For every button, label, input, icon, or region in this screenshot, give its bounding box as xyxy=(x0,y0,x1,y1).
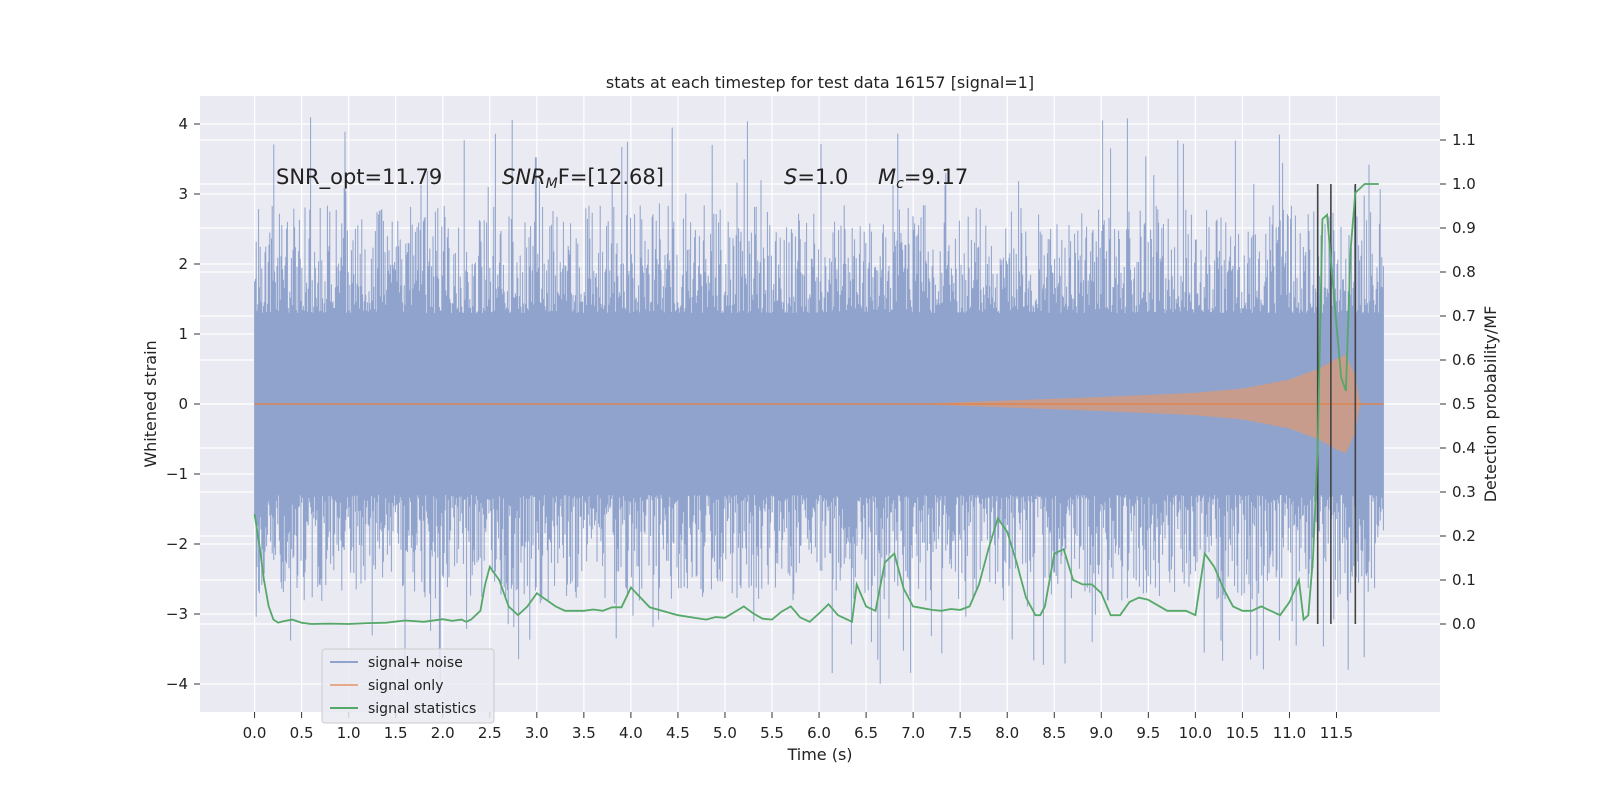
stats-line xyxy=(253,183,1379,625)
y-tick-label-right: 1.1 xyxy=(1452,131,1476,149)
y-tick-label: 0 xyxy=(178,395,188,413)
x-tick-label: 8.5 xyxy=(1042,724,1066,742)
x-tick-label: 4.0 xyxy=(619,724,643,742)
y-tick-label-right: 0.3 xyxy=(1452,483,1476,501)
y-tick-label-right: 0.6 xyxy=(1452,351,1476,369)
y-tick-label-right: 0.5 xyxy=(1452,395,1476,413)
signal-series xyxy=(254,355,1384,453)
y-tick-label-right: 0.4 xyxy=(1452,439,1476,457)
x-tick-label: 11.0 xyxy=(1273,724,1306,742)
x-tick-label: 6.0 xyxy=(807,724,831,742)
annotation-s-symbol: S xyxy=(784,165,797,189)
annotation-s: S=1.0 xyxy=(784,165,848,189)
annotation-snr-opt: SNR_opt=11.79 xyxy=(276,165,442,190)
x-tick-label: 3.5 xyxy=(572,724,596,742)
x-tick-label: 7.0 xyxy=(901,724,925,742)
x-tick-label: 7.5 xyxy=(948,724,972,742)
annotation-mc-subscript: c xyxy=(896,176,904,192)
legend-label-stats: signal statistics xyxy=(368,701,476,717)
x-tick-label: 2.5 xyxy=(478,724,502,742)
y-tick-label: −3 xyxy=(166,605,188,623)
y-tick-label-right: 1.0 xyxy=(1452,175,1476,193)
y-tick-label: 3 xyxy=(178,185,188,203)
x-tick-label: 10.0 xyxy=(1179,724,1212,742)
y-tick-label-right: 0.8 xyxy=(1452,263,1476,281)
y-axis-label: Whitened strain xyxy=(141,340,160,467)
stats-series xyxy=(253,183,1379,625)
x-tick-label: 9.0 xyxy=(1089,724,1113,742)
chart-title: stats at each timestep for test data 161… xyxy=(606,73,1034,92)
axes-layer: 0.0 0.5 1.0 1.5 2.0 2.5 3.0 3.5 4.0 4.5 5.0 5.5 6.0 6… xyxy=(166,115,1476,742)
x-tick-label: 0.5 xyxy=(290,724,314,742)
y-tick-label-right: 0.7 xyxy=(1452,307,1476,325)
annotation-mc-value: =9.17 xyxy=(904,165,968,189)
y-tick-label-right: 0.1 xyxy=(1452,571,1476,589)
x-tick-label: 6.5 xyxy=(854,724,878,742)
x-tick-label: 10.5 xyxy=(1226,724,1259,742)
y-tick-label: 4 xyxy=(178,115,188,133)
y-tick-label: −1 xyxy=(166,465,188,483)
x-tick-label: 8.0 xyxy=(995,724,1019,742)
y-tick-label: 1 xyxy=(178,325,188,343)
annotation-snr-mf-subscript: M xyxy=(546,176,558,192)
annotation-snr-mf-value: F=[12.68] xyxy=(558,165,664,189)
x-tick-label: 11.5 xyxy=(1320,724,1353,742)
annotation-mc: Mc=9.17 xyxy=(878,165,968,192)
y-tick-label: 2 xyxy=(178,255,188,273)
legend: signal+ noise signal only signal statist… xyxy=(321,648,495,724)
x-tick-label: 5.0 xyxy=(713,724,737,742)
annotation-s-value: =1.0 xyxy=(797,165,848,189)
x-tick-label: 1.5 xyxy=(384,724,408,742)
y-tick-label-right: 0.2 xyxy=(1452,527,1476,545)
y-axis-label-right: Detection probability/MF xyxy=(1481,306,1500,503)
y-tick-label-right: 0.9 xyxy=(1452,219,1476,237)
annotation-snr-mf: SNRMF=[12.68] xyxy=(502,165,664,192)
legend-label-noise: signal+ noise xyxy=(368,655,463,671)
x-tick-label: 1.0 xyxy=(337,724,361,742)
x-tick-label: 5.5 xyxy=(760,724,784,742)
legend-label-signal: signal only xyxy=(368,678,443,694)
x-tick-label: 3.0 xyxy=(525,724,549,742)
y-tick-label-right: 0.0 xyxy=(1452,615,1476,633)
y-tick-label: −2 xyxy=(166,535,188,553)
x-tick-label: 2.0 xyxy=(431,724,455,742)
x-tick-label: 0.0 xyxy=(243,724,267,742)
x-axis-label: Time (s) xyxy=(786,745,852,764)
legend-box xyxy=(321,648,495,724)
y-tick-label: −4 xyxy=(166,675,188,693)
x-tick-label: 9.5 xyxy=(1136,724,1160,742)
annotation-snr-mf-symbol: SNR xyxy=(502,165,546,189)
annotation-mc-symbol: M xyxy=(878,165,896,189)
x-tick-label: 4.5 xyxy=(666,724,690,742)
